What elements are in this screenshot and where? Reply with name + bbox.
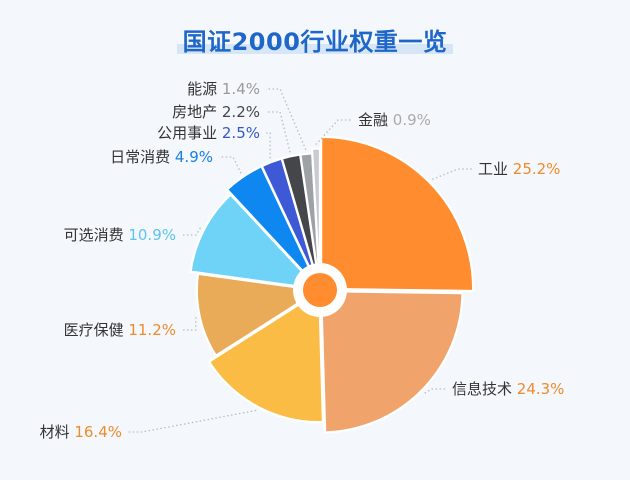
slice-label-value: 25.2% [513, 160, 561, 178]
pie-slice-2 [320, 290, 464, 434]
slice-label-1: 工业 25.2% [478, 160, 560, 178]
slice-label-9: 能源 1.4% [187, 80, 260, 98]
slice-label-value: 0.9% [393, 111, 431, 129]
leader-line-7 [266, 132, 271, 159]
slice-label-8: 房地产 2.2% [172, 103, 260, 121]
title-wrap: 国证2000行业权重一览 [0, 22, 630, 57]
slice-label-value: 2.2% [222, 103, 260, 121]
slice-label-value: 11.2% [128, 321, 176, 339]
pie-slice-10 [310, 147, 322, 289]
slice-label-value: 4.9% [175, 148, 213, 166]
slice-label-value: 10.9% [128, 226, 176, 244]
slice-label-7: 公用事业 2.5% [157, 124, 260, 142]
slice-label-name: 能源 [187, 80, 222, 98]
pie-slices [189, 135, 475, 434]
slice-label-name: 可选消费 [64, 226, 129, 244]
slice-label-name: 金融 [358, 111, 393, 129]
slice-label-4: 医疗保健 11.2% [64, 321, 176, 339]
center-dot [303, 273, 337, 307]
slice-label-value: 2.5% [222, 124, 260, 142]
slice-label-2: 信息技术 24.3% [452, 380, 564, 398]
slice-label-3: 材料 16.4% [40, 423, 122, 441]
leader-line-10 [315, 119, 352, 146]
slice-label-name: 房地产 [172, 103, 222, 121]
slice-label-value: 24.3% [517, 380, 565, 398]
pie-slice-4 [195, 272, 322, 358]
leader-line-1 [431, 168, 472, 180]
leader-line-9 [266, 88, 307, 151]
slice-label-5: 可选消费 10.9% [64, 226, 176, 244]
slice-label-name: 信息技术 [452, 380, 517, 398]
slice-label-10: 金融 0.9% [358, 111, 431, 129]
leader-line-3 [128, 409, 257, 433]
pie-slice-1 [320, 135, 475, 293]
leader-line-5 [182, 227, 201, 236]
slice-label-name: 日常消费 [110, 148, 175, 166]
pie-slice-5 [189, 193, 322, 291]
chart-title: 国证2000行业权重一览 [176, 22, 454, 57]
slice-label-name: 医疗保健 [64, 321, 129, 339]
leader-line-2 [424, 388, 446, 394]
leader-line-4 [182, 317, 197, 331]
slice-label-value: 16.4% [74, 423, 122, 441]
pie-slice-3 [207, 289, 325, 424]
slice-label-name: 公用事业 [157, 124, 222, 142]
leader-line-8 [266, 111, 291, 153]
slice-label-name: 工业 [478, 160, 513, 178]
leader-line-6 [219, 156, 242, 174]
slice-label-6: 日常消费 4.9% [110, 148, 213, 166]
pie-labels: 工业 25.2% 信息技术 24.3% 材料 16.4% 医疗保健 11.2% 可选消费… [40, 80, 565, 441]
slice-label-value: 1.4% [222, 80, 260, 98]
slice-label-name: 材料 [40, 423, 75, 441]
